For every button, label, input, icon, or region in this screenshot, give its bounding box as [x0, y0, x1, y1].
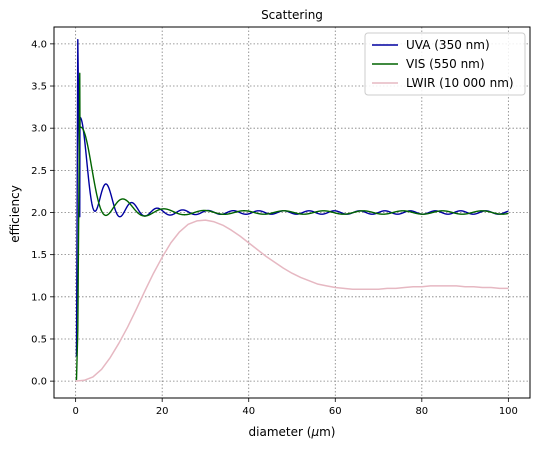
y-tick-label: 2.5: [31, 166, 47, 177]
y-tick-label: 2.0: [31, 208, 47, 219]
x-tick-label: 20: [156, 406, 169, 417]
x-tick-label: 0: [72, 406, 78, 417]
y-tick-label: 0.0: [31, 377, 47, 388]
y-tick-label: 0.5: [31, 334, 47, 345]
y-axis-label: efficiency: [8, 185, 22, 243]
legend-box: [364, 32, 526, 96]
axis-ticks: 0 20 40 60 80 100 0.0 0.5 1.0 1.5 2.0 2.5 3.0 3.5 4.0: [31, 39, 518, 417]
x-tick-label: 100: [499, 406, 518, 417]
legend-label: UVA (350 nm): [406, 38, 490, 52]
y-tick-label: 1.0: [31, 292, 47, 303]
legend-label: LWIR (10 000 nm): [406, 76, 514, 90]
y-tick-label: 4.0: [31, 39, 47, 50]
chart-title: Scattering: [261, 8, 323, 22]
series-lines: [75, 38, 509, 382]
x-axis-label: diameter (μm): [249, 425, 336, 439]
y-tick-label: 1.5: [31, 250, 47, 261]
series-line-2: [75, 219, 509, 382]
y-tick-label: 3.0: [31, 124, 47, 135]
x-tick-label: 40: [242, 406, 255, 417]
x-tick-label: 60: [329, 406, 342, 417]
series-line-1: [75, 72, 509, 381]
y-tick-label: 3.5: [31, 82, 47, 93]
legend: UVA (350 nm) VIS (550 nm) LWIR (10 000 nm): [364, 32, 526, 96]
x-tick-label: 80: [415, 406, 428, 417]
legend-label: VIS (550 nm): [406, 57, 485, 71]
